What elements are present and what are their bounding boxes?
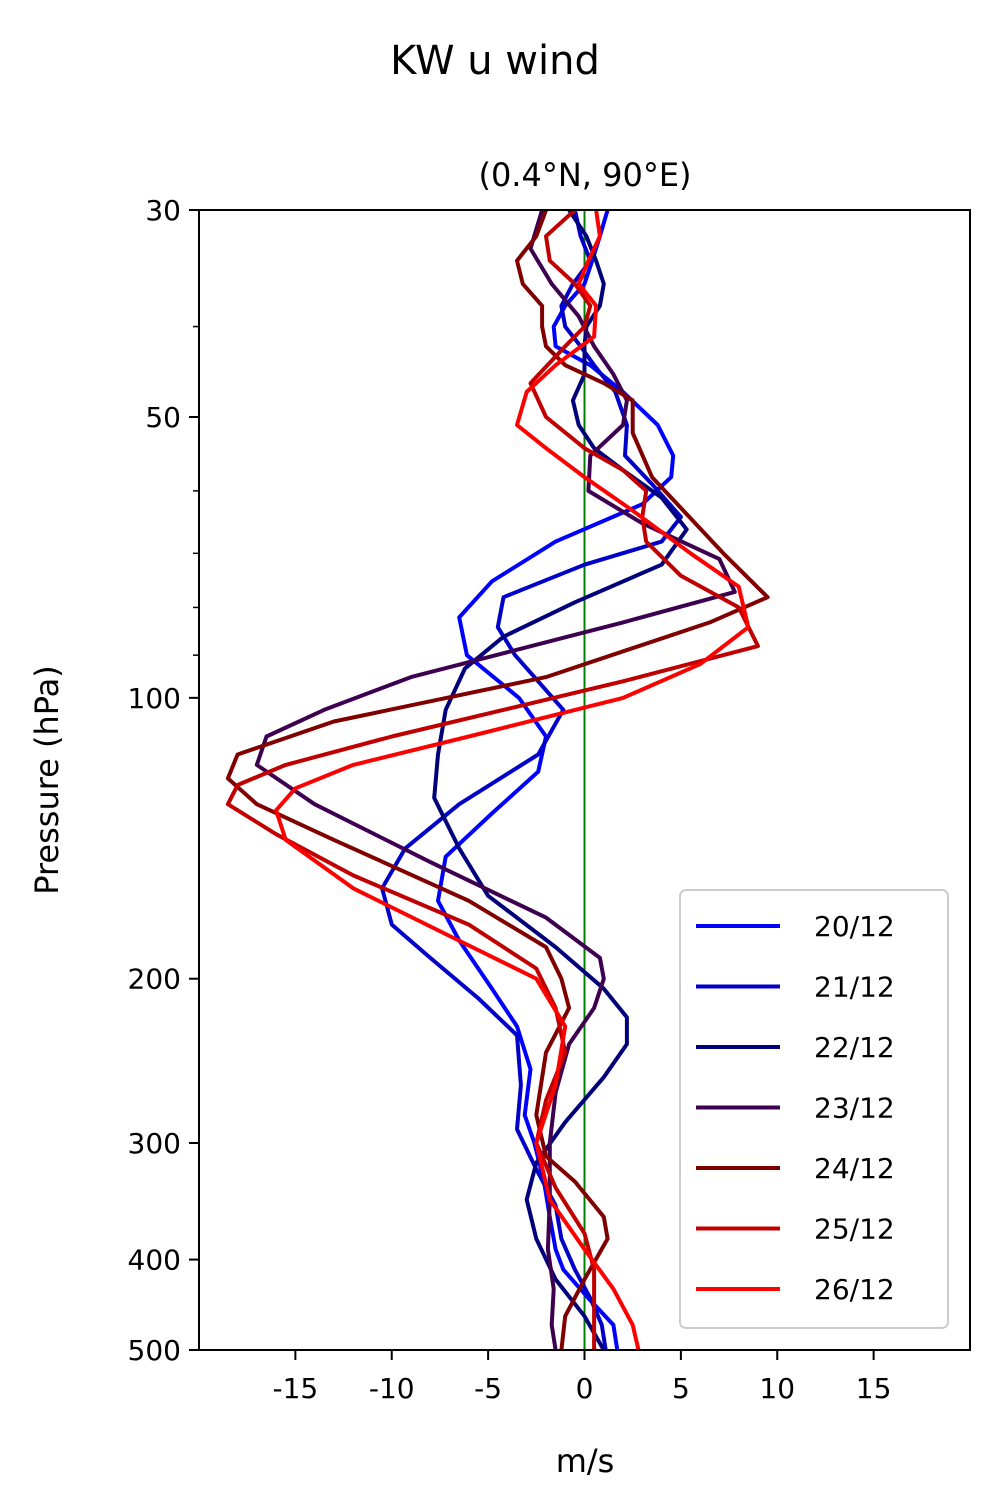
legend-label: 26/12: [814, 1273, 895, 1306]
y-tick-label: 100: [128, 682, 181, 715]
series-line-23-12: [254, 210, 737, 1350]
x-tick-label: -10: [369, 1372, 415, 1405]
x-tick-label: 15: [856, 1372, 892, 1405]
legend-box: [679, 889, 949, 1329]
y-tick-label: 300: [128, 1127, 181, 1160]
x-tick-label: -5: [474, 1372, 502, 1405]
legend-label: 21/12: [814, 971, 895, 1004]
series-line-22-12: [432, 210, 689, 1350]
series-line-21-12: [380, 210, 683, 1350]
series-line-26-12: [274, 210, 751, 1350]
series-line-20-12: [436, 210, 676, 1350]
y-tick-label: 30: [145, 194, 181, 227]
y-tick-label: 400: [128, 1244, 181, 1277]
legend-label: 24/12: [814, 1152, 895, 1185]
x-tick-label: 5: [672, 1372, 690, 1405]
chart-subtitle: (0.4°N, 90°E): [478, 156, 691, 194]
series-layer: [225, 210, 770, 1350]
y-axis-label: Pressure (hPa): [28, 665, 66, 895]
chart-title: KW u wind: [390, 38, 600, 84]
x-axis: -15 -10 -5 0 5 10 15: [273, 1350, 892, 1405]
y-tick-label: 200: [128, 963, 181, 996]
legend-label: 25/12: [814, 1213, 895, 1246]
series-line-25-12: [225, 210, 760, 1350]
x-tick-label: 0: [576, 1372, 594, 1405]
y-axis: 30 50 100 200 300 400 500: [128, 194, 199, 1367]
y-tick-label: 50: [145, 401, 181, 434]
legend: 20/12 21/12 22/12 23/12 24/12 25/12 26/12: [679, 889, 949, 1329]
x-axis-label: m/s: [556, 1442, 615, 1480]
x-tick-label: -15: [273, 1372, 319, 1405]
series-line-24-12: [225, 210, 770, 1350]
legend-label: 23/12: [814, 1092, 895, 1125]
y-tick-label: 500: [128, 1334, 181, 1367]
x-tick-label: 10: [759, 1372, 795, 1405]
legend-label: 22/12: [814, 1031, 895, 1064]
legend-label: 20/12: [814, 910, 895, 943]
